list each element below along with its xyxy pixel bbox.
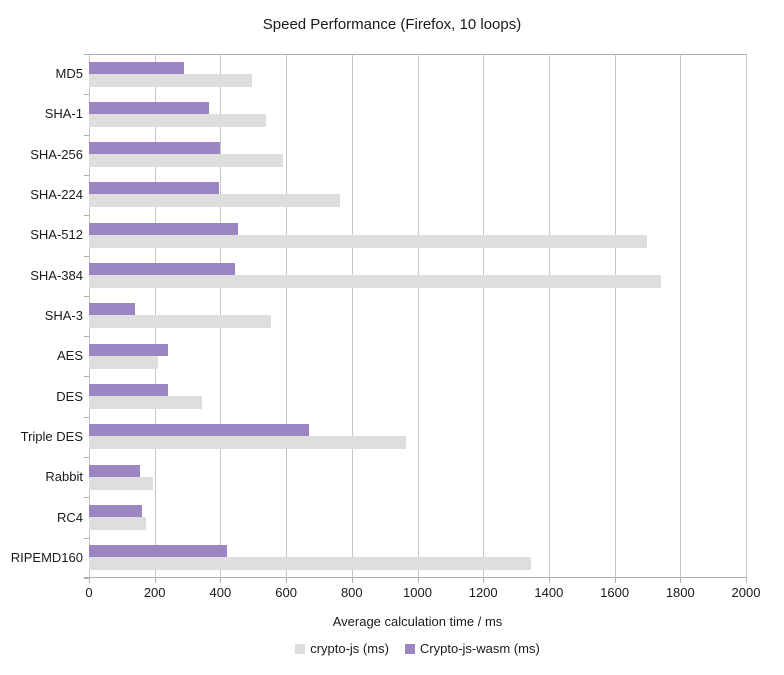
legend: crypto-js (ms) Crypto-js-wasm (ms) bbox=[89, 641, 746, 656]
gridline-x-1600 bbox=[614, 54, 616, 578]
category-label-rc4: RC4 bbox=[56, 509, 83, 525]
category-label-sha-1: SHA-1 bbox=[44, 106, 83, 122]
bar-crypto-js-triple-des bbox=[89, 436, 406, 450]
y-tick-6 bbox=[84, 296, 89, 297]
x-tick-1000 bbox=[417, 578, 419, 583]
legend-swatch-crypto-js bbox=[295, 643, 306, 654]
y-tick-4 bbox=[84, 215, 89, 216]
y-tick-13 bbox=[84, 578, 89, 579]
category-label-sha-224: SHA-224 bbox=[30, 187, 83, 203]
category-label-triple-des: Triple DES bbox=[20, 428, 83, 444]
y-tick-8 bbox=[84, 376, 89, 377]
y-tick-1 bbox=[84, 94, 89, 95]
gridline-x-1800 bbox=[680, 54, 682, 578]
gridline-x-1200 bbox=[483, 54, 485, 578]
bar-crypto-js-wasm-des bbox=[89, 383, 168, 396]
chart-title: Speed Performance (Firefox, 10 loops) bbox=[262, 16, 522, 33]
bar-crypto-js-rabbit bbox=[89, 476, 154, 490]
bar-crypto-js-sha-256 bbox=[89, 154, 283, 168]
bar-crypto-js-sha-512 bbox=[89, 234, 648, 248]
bar-crypto-js-wasm-sha-1 bbox=[89, 101, 209, 114]
x-tick-label-1400: 1400 bbox=[534, 585, 564, 600]
bar-crypto-js-des bbox=[89, 395, 203, 409]
bar-crypto-js-sha-3 bbox=[89, 315, 272, 329]
y-tick-3 bbox=[84, 175, 89, 176]
x-tick-1200 bbox=[483, 578, 485, 583]
y-tick-0 bbox=[84, 54, 89, 55]
bar-crypto-js-sha-224 bbox=[89, 194, 341, 208]
category-label-sha-512: SHA-512 bbox=[30, 227, 83, 243]
x-tick-label-1000: 1000 bbox=[403, 585, 432, 600]
category-label-rabbit: Rabbit bbox=[45, 469, 83, 485]
x-axis-line bbox=[84, 577, 746, 578]
bar-crypto-js-wasm-sha-256 bbox=[89, 142, 221, 155]
x-tick-1600 bbox=[614, 578, 616, 583]
bar-crypto-js-wasm-sha-512 bbox=[89, 222, 239, 235]
x-tick-label-200: 200 bbox=[143, 585, 166, 600]
bar-crypto-js-wasm-sha-224 bbox=[89, 182, 219, 195]
bar-crypto-js-wasm-ripemd160 bbox=[89, 545, 227, 558]
category-label-aes: AES bbox=[56, 348, 83, 364]
bar-crypto-js-wasm-sha-384 bbox=[89, 263, 236, 276]
x-tick-200 bbox=[154, 578, 156, 583]
x-tick-2000 bbox=[746, 578, 747, 583]
x-tick-label-400: 400 bbox=[209, 585, 232, 600]
x-tick-label-1600: 1600 bbox=[600, 585, 630, 600]
legend-label-crypto-js: crypto-js (ms) bbox=[310, 641, 389, 656]
x-tick-label-0: 0 bbox=[85, 585, 93, 600]
plot-border-top bbox=[84, 54, 746, 55]
category-label-des: DES bbox=[56, 388, 83, 404]
bar-crypto-js-wasm-aes bbox=[89, 343, 168, 356]
gridline-x-1400 bbox=[548, 54, 550, 578]
x-tick-600 bbox=[286, 578, 288, 583]
y-tick-2 bbox=[84, 135, 89, 136]
x-tick-label-800: 800 bbox=[340, 585, 363, 600]
category-label-sha-3: SHA-3 bbox=[44, 308, 83, 323]
gridline-x-800 bbox=[351, 54, 353, 578]
x-tick-label-2000: 2000 bbox=[731, 585, 761, 600]
x-tick-800 bbox=[351, 578, 353, 583]
bar-crypto-js-ripemd160 bbox=[89, 557, 531, 571]
y-tick-9 bbox=[84, 417, 89, 418]
y-tick-7 bbox=[84, 336, 89, 337]
y-tick-12 bbox=[84, 538, 89, 539]
x-tick-400 bbox=[220, 578, 222, 583]
legend-label-crypto-js-wasm: Crypto-js-wasm (ms) bbox=[419, 641, 540, 656]
bar-crypto-js-wasm-triple-des bbox=[89, 424, 310, 437]
gridline-x-1000 bbox=[417, 54, 419, 578]
gridline-x-600 bbox=[286, 54, 288, 578]
bar-crypto-js-md5 bbox=[89, 73, 252, 87]
x-tick-1800 bbox=[680, 578, 682, 583]
x-tick-1400 bbox=[548, 578, 550, 583]
category-label-sha-384: SHA-384 bbox=[30, 267, 83, 283]
x-tick-label-1200: 1200 bbox=[468, 585, 498, 600]
plot-area bbox=[84, 54, 747, 578]
y-tick-5 bbox=[84, 256, 89, 257]
bar-crypto-js-wasm-rabbit bbox=[89, 464, 140, 477]
legend-item-crypto-js: crypto-js (ms) bbox=[295, 641, 389, 656]
bar-crypto-js-wasm-rc4 bbox=[89, 504, 142, 517]
category-label-md5: MD5 bbox=[55, 66, 83, 82]
legend-swatch-crypto-js-wasm bbox=[404, 643, 415, 654]
bar-crypto-js-rc4 bbox=[89, 516, 147, 530]
x-tick-label-600: 600 bbox=[275, 585, 297, 600]
x-tick-0 bbox=[89, 578, 90, 583]
y-tick-10 bbox=[84, 457, 89, 458]
y-tick-11 bbox=[84, 497, 89, 498]
bar-crypto-js-sha-1 bbox=[89, 113, 267, 127]
bar-crypto-js-wasm-sha-3 bbox=[89, 303, 135, 316]
gridline-x-2000 bbox=[746, 54, 747, 578]
legend-item-crypto-js-wasm: Crypto-js-wasm (ms) bbox=[404, 641, 540, 656]
category-label-ripemd160: RIPEMD160 bbox=[10, 549, 83, 565]
bar-crypto-js-wasm-md5 bbox=[89, 61, 185, 74]
bar-crypto-js-aes bbox=[89, 355, 158, 369]
x-tick-label-1800: 1800 bbox=[665, 585, 695, 600]
bar-crypto-js-sha-384 bbox=[89, 275, 661, 289]
x-axis-title: Average calculation time / ms bbox=[332, 614, 503, 629]
category-label-sha-256: SHA-256 bbox=[30, 146, 83, 162]
